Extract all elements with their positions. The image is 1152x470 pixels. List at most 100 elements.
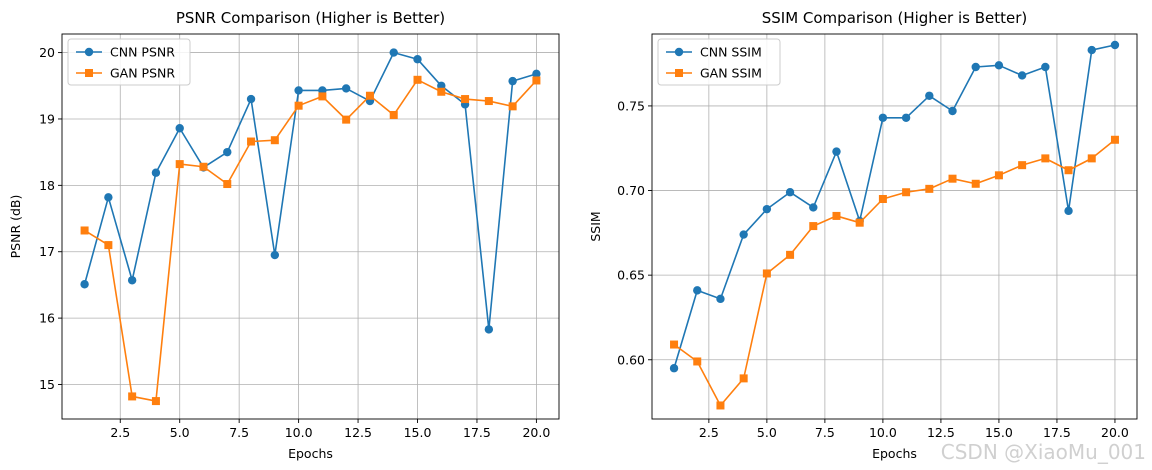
y-tick-label: 19 — [39, 111, 55, 126]
data-point — [669, 364, 679, 373]
chart-2-axes-frame — [651, 33, 1138, 420]
legend-label: GAN PSNR — [110, 66, 175, 81]
data-point — [365, 91, 374, 100]
data-point — [1064, 206, 1073, 216]
data-point — [925, 91, 934, 100]
x-tick-label: 20.0 — [1101, 425, 1129, 440]
y-tick-label: 0.65 — [617, 268, 645, 283]
data-point — [762, 269, 771, 278]
x-tick-label: 15.0 — [985, 425, 1013, 440]
data-point — [508, 76, 517, 86]
data-point — [832, 147, 841, 156]
data-point — [461, 95, 470, 104]
data-point — [1017, 71, 1027, 80]
chart-2-series-2 — [670, 135, 1119, 410]
chart-1-legend: CNN PSNR GAN PSNR — [67, 38, 191, 86]
data-point — [151, 168, 161, 177]
chart-1-x-ticks: 2.5 5.0 7.5 10.0 12.5 15.0 17.5 20.0 — [110, 419, 550, 440]
chart-2-x-axis-label: Epochs — [872, 446, 917, 461]
data-point — [878, 113, 888, 122]
legend-label: CNN SSIM — [700, 45, 762, 60]
data-point — [437, 87, 446, 96]
chart-1-y-axis-label: PSNR (dB) — [8, 195, 23, 259]
legend-marker — [674, 47, 684, 57]
series-line — [673, 139, 1116, 407]
x-tick-label: 10.0 — [285, 425, 313, 440]
x-tick-label: 2.5 — [110, 425, 130, 440]
data-point — [341, 84, 351, 93]
y-tick-label: 0.75 — [617, 98, 645, 113]
data-point — [994, 61, 1004, 70]
data-point — [151, 397, 160, 406]
legend-marker — [85, 69, 93, 77]
data-point — [971, 62, 980, 72]
data-point — [342, 115, 351, 124]
x-tick-label: 20.0 — [522, 425, 550, 440]
data-point — [270, 136, 279, 145]
y-tick-label: 20 — [39, 45, 55, 60]
data-point — [199, 162, 208, 171]
y-tick-label: 17 — [39, 244, 55, 259]
chart-2-x-ticks: 2.5 5.0 7.5 10.0 12.5 15.0 17.5 20.0 — [699, 419, 1129, 440]
data-point — [389, 110, 398, 119]
data-point — [294, 101, 303, 110]
data-point — [223, 180, 232, 189]
y-tick-label: 18 — [39, 178, 55, 193]
data-point — [1041, 154, 1050, 163]
data-point — [832, 211, 841, 220]
data-point — [246, 94, 256, 104]
x-tick-label: 5.0 — [757, 425, 777, 440]
chart-1: 2.5 5.0 7.5 10.0 12.5 15.0 17.5 20.0 15 16 17 18 19 2… — [8, 9, 560, 461]
chart-2-y-ticks: 0.60 0.65 0.70 0.75 — [617, 98, 652, 367]
data-point — [294, 86, 303, 95]
chart-2-series-1 — [669, 40, 1120, 373]
series-line — [83, 51, 537, 331]
x-tick-label: 17.5 — [1043, 425, 1071, 440]
data-point — [994, 171, 1003, 180]
data-point — [878, 195, 887, 203]
data-point — [80, 226, 89, 235]
x-tick-label: 5.0 — [170, 425, 190, 440]
legend-marker — [84, 47, 94, 57]
data-point — [901, 113, 911, 122]
data-point — [389, 48, 398, 57]
data-point — [716, 294, 725, 304]
x-tick-label: 2.5 — [699, 425, 719, 440]
chart-1-series-2 — [80, 75, 541, 406]
chart-2-y-axis-label: SSIM — [588, 211, 603, 241]
chart-1-axes-frame — [61, 33, 560, 420]
chart-1-series-1 — [80, 48, 541, 334]
x-tick-label: 12.5 — [344, 425, 372, 440]
y-tick-label: 0.70 — [617, 183, 645, 198]
data-point — [971, 179, 980, 188]
data-point — [175, 160, 184, 169]
data-point — [670, 340, 679, 349]
data-point — [270, 250, 280, 260]
data-point — [1087, 154, 1096, 163]
watermark: CSDN @XiaoMu_001 — [940, 440, 1146, 464]
y-tick-label: 15 — [39, 377, 55, 392]
data-point — [413, 75, 422, 84]
data-point — [809, 203, 818, 212]
x-tick-label: 12.5 — [927, 425, 955, 440]
x-tick-label: 7.5 — [815, 425, 835, 440]
data-point — [1110, 135, 1119, 144]
data-point — [1041, 62, 1050, 72]
legend-marker — [675, 69, 683, 77]
data-point — [128, 392, 137, 401]
data-point — [762, 204, 772, 214]
x-tick-label: 10.0 — [869, 425, 897, 440]
data-point — [223, 147, 232, 157]
data-point — [693, 286, 702, 295]
data-point — [532, 69, 541, 79]
data-point — [1087, 45, 1096, 55]
chart-2-title: SSIM Comparison (Higher is Better) — [762, 9, 1028, 27]
chart-1-x-axis-label: Epochs — [288, 446, 333, 461]
data-point — [948, 174, 957, 183]
data-point — [739, 374, 748, 383]
data-point — [1018, 161, 1027, 170]
series-line — [673, 44, 1116, 369]
data-point — [104, 241, 113, 250]
data-point — [104, 193, 113, 202]
data-point — [175, 124, 184, 133]
